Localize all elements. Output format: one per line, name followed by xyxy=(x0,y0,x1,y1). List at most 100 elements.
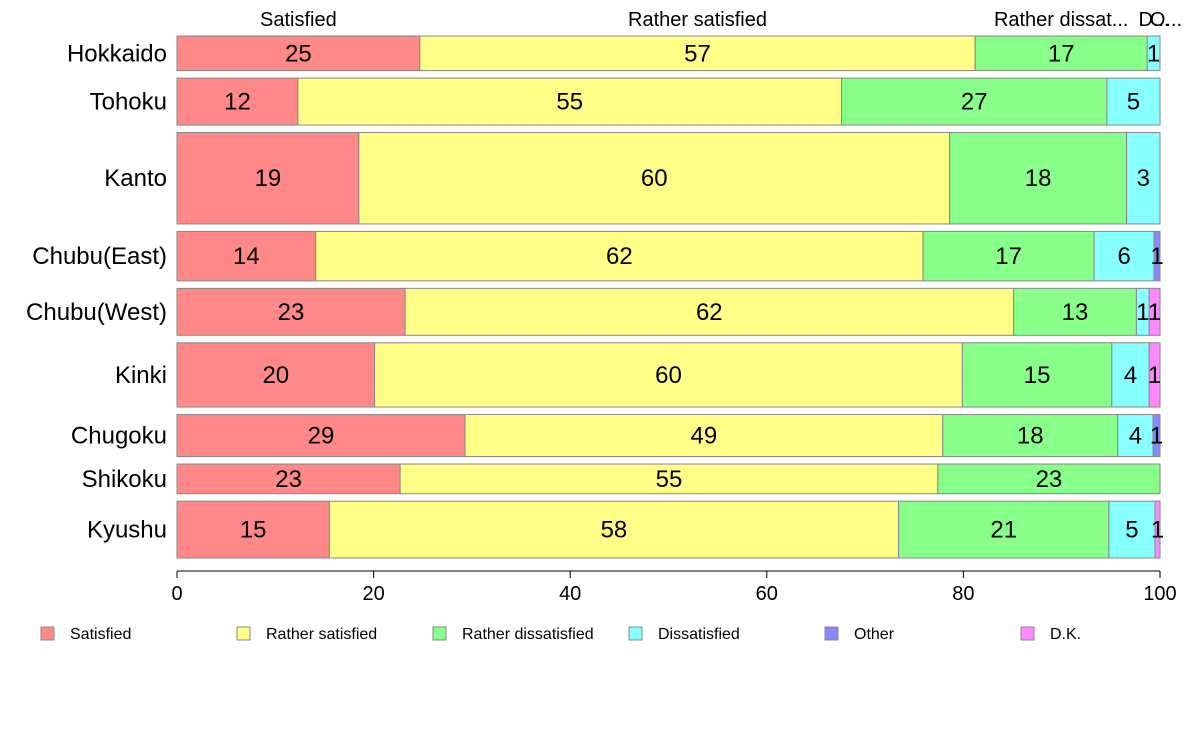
data-label: 1 xyxy=(1136,299,1149,326)
data-label: 14 xyxy=(233,243,260,270)
bar-segment xyxy=(1126,132,1161,225)
bar-segment xyxy=(358,132,951,225)
bar-segment xyxy=(176,463,401,495)
bar-segment xyxy=(937,463,1161,495)
category-label: Hokkaido xyxy=(67,40,167,67)
data-label: 5 xyxy=(1127,89,1140,116)
x-tick-label: 0 xyxy=(171,583,182,605)
data-label: 1 xyxy=(1150,243,1163,270)
data-label: 18 xyxy=(1017,423,1044,450)
bar-segment xyxy=(942,414,1119,458)
category-label: Kyushu xyxy=(87,517,167,544)
data-label: 13 xyxy=(1062,299,1089,326)
category-label: Kinki xyxy=(115,362,167,389)
legend-swatch xyxy=(40,626,55,641)
x-tick-label: 20 xyxy=(362,583,384,605)
data-label: 62 xyxy=(606,243,633,270)
data-label: 15 xyxy=(240,517,267,544)
data-label: 12 xyxy=(224,89,251,116)
data-label: 1 xyxy=(1151,517,1164,544)
data-label: 23 xyxy=(278,299,305,326)
x-tick-label: 40 xyxy=(559,583,581,605)
legend-label: Rather dissatisfied xyxy=(462,626,594,643)
data-label: 23 xyxy=(1036,466,1063,493)
category-label: Kanto xyxy=(104,165,167,192)
legend-label: Other xyxy=(854,626,895,643)
bar-segment xyxy=(841,77,1108,126)
bar-segment xyxy=(1111,342,1150,408)
data-label: 20 xyxy=(262,362,289,389)
data-label: 62 xyxy=(696,299,723,326)
bar-segment xyxy=(176,500,330,559)
bar-segment xyxy=(1154,500,1161,559)
data-label: 29 xyxy=(308,423,335,450)
bar-segment xyxy=(1146,35,1161,72)
legend-label: Dissatisfied xyxy=(658,626,740,643)
data-label: 21 xyxy=(990,517,1017,544)
legend-swatch xyxy=(1020,626,1035,641)
data-label: 58 xyxy=(601,517,628,544)
top-label: Satisfied xyxy=(260,9,337,31)
top-label: Rather satisfied xyxy=(628,9,767,31)
x-tick-label: 80 xyxy=(952,583,974,605)
category-label: Tohoku xyxy=(90,89,167,116)
bar-segment xyxy=(404,287,1015,336)
data-label: 4 xyxy=(1124,362,1137,389)
top-label: O... xyxy=(1150,9,1182,31)
x-axis: 0 20 40 60 80 100 xyxy=(171,570,1177,605)
bar-segment xyxy=(176,414,466,458)
bar-segment xyxy=(1106,77,1161,126)
bar-segment xyxy=(922,230,1095,282)
category-label: Chubu(East) xyxy=(32,243,167,270)
data-label: 17 xyxy=(1048,40,1075,67)
bar-segment xyxy=(464,414,944,458)
legend-label: Satisfied xyxy=(70,626,131,643)
data-label: 1 xyxy=(1150,423,1163,450)
data-label: 17 xyxy=(995,243,1022,270)
x-tick-label: 100 xyxy=(1143,583,1176,605)
bar-segment xyxy=(176,77,299,126)
bar-segment xyxy=(176,132,360,225)
bar-segment xyxy=(297,77,843,126)
x-tick-label: 60 xyxy=(756,583,778,605)
category-label: Shikoku xyxy=(82,466,167,493)
data-label: 18 xyxy=(1025,165,1052,192)
bar-segment xyxy=(949,132,1128,225)
legend-label: D.K. xyxy=(1050,626,1081,643)
data-label: 1 xyxy=(1148,299,1161,326)
bar-segment xyxy=(176,230,317,282)
bar-segment xyxy=(374,342,963,408)
legend-label: Rather satisfied xyxy=(266,626,377,643)
bar-segment xyxy=(176,342,376,408)
bar-segment xyxy=(1148,287,1161,336)
bar-segment xyxy=(419,35,976,72)
category-label: Chubu(West) xyxy=(26,299,167,326)
bar-segment xyxy=(176,287,406,336)
top-labels: Satisfied Rather satisfied Rather dissat..… xyxy=(260,9,1182,31)
legend: Satisfied Rather satisfied Rather dissatis… xyxy=(40,626,1081,643)
data-label: 55 xyxy=(556,89,583,116)
data-label: 55 xyxy=(656,466,683,493)
bar-segment xyxy=(1117,414,1154,458)
data-label: 60 xyxy=(641,165,668,192)
data-label: 4 xyxy=(1129,423,1142,450)
legend-swatch xyxy=(236,626,251,641)
data-label: 60 xyxy=(655,362,682,389)
bar-segment xyxy=(1152,414,1161,458)
legend-swatch xyxy=(432,626,447,641)
data-label: 57 xyxy=(684,40,711,67)
bar-segment xyxy=(1148,342,1161,408)
top-label: Rather dissat... xyxy=(994,9,1129,31)
data-label: 6 xyxy=(1117,243,1130,270)
data-label: 23 xyxy=(275,466,302,493)
data-label: 19 xyxy=(255,165,282,192)
data-label: 1 xyxy=(1148,362,1161,389)
category-label: Chugoku xyxy=(71,423,167,450)
data-label: 15 xyxy=(1024,362,1051,389)
data-label: 5 xyxy=(1125,517,1138,544)
data-label: 27 xyxy=(961,89,988,116)
top-label: D... xyxy=(1138,9,1169,31)
bar-segment xyxy=(328,500,900,559)
